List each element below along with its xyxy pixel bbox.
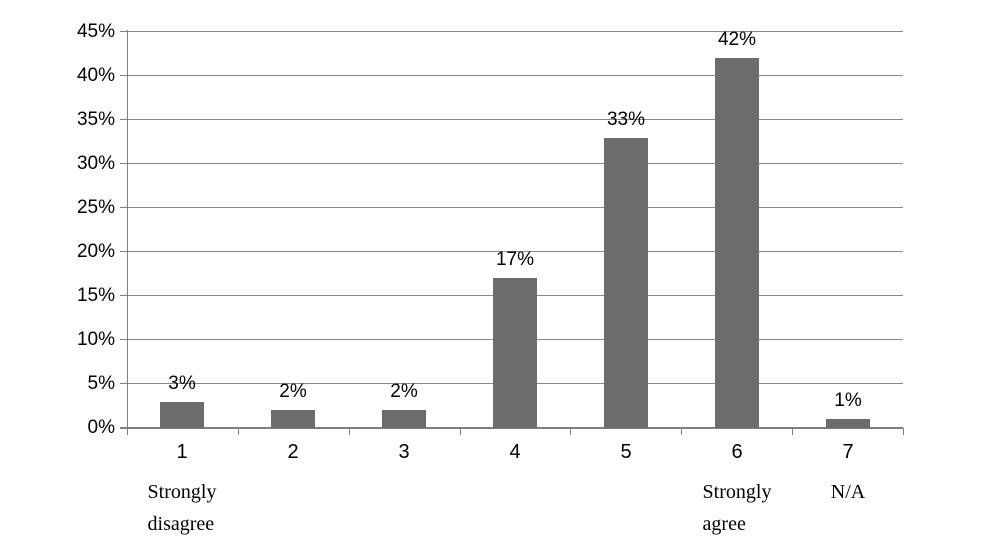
y-axis-tick bbox=[120, 163, 127, 164]
y-axis-tick-label: 5% bbox=[87, 373, 115, 394]
category-annotation: Strongly agree bbox=[702, 481, 772, 535]
y-axis-tick bbox=[120, 207, 127, 208]
x-category-label: 1 bbox=[176, 441, 188, 463]
x-category-label: 6 bbox=[731, 441, 743, 463]
y-axis-tick-label: 45% bbox=[76, 21, 115, 42]
x-category-label: 5 bbox=[620, 441, 632, 463]
y-axis-tick bbox=[120, 383, 127, 384]
x-category-label: 7 bbox=[842, 441, 854, 463]
x-category-label: 4 bbox=[509, 441, 521, 463]
bar-value-label: 1% bbox=[834, 390, 862, 411]
gridline bbox=[127, 119, 903, 120]
x-category-label: 2 bbox=[287, 441, 299, 463]
y-axis-tick-label: 15% bbox=[76, 285, 115, 306]
plot-area: 0% 5% 10% 15% 20% 25% 30% 35% 40% 45% 3% 1 2% 2 2% 3 17%… bbox=[77, 22, 904, 535]
y-axis-tick bbox=[120, 119, 127, 120]
x-axis-tick bbox=[127, 428, 128, 435]
bar bbox=[271, 410, 315, 428]
x-axis-tick bbox=[238, 428, 239, 435]
category-annotation: Strongly disagree bbox=[147, 481, 217, 535]
bar-value-label: 3% bbox=[168, 373, 196, 394]
bar-value-label: 33% bbox=[606, 109, 646, 130]
gridline bbox=[127, 75, 903, 76]
y-axis-tick bbox=[120, 339, 127, 340]
bar bbox=[715, 58, 759, 428]
bar-value-label: 17% bbox=[495, 249, 535, 270]
y-axis-tick bbox=[120, 31, 127, 32]
gridline bbox=[127, 163, 903, 164]
bar bbox=[160, 402, 204, 428]
bar bbox=[493, 278, 537, 428]
x-axis-tick bbox=[570, 428, 571, 435]
bar bbox=[826, 419, 870, 428]
bar-value-label: 42% bbox=[717, 29, 757, 50]
gridline bbox=[127, 251, 903, 252]
x-axis-tick bbox=[903, 428, 904, 435]
y-axis-tick bbox=[120, 251, 127, 252]
bar bbox=[382, 410, 426, 428]
y-axis-tick-label: 30% bbox=[76, 153, 115, 174]
y-axis-line bbox=[127, 30, 128, 428]
y-axis-tick-label: 40% bbox=[76, 65, 115, 86]
x-category-label: 3 bbox=[398, 441, 410, 463]
bar-value-label: 2% bbox=[279, 381, 307, 402]
bar-value-label: 2% bbox=[390, 381, 418, 402]
y-axis-tick-label: 0% bbox=[87, 417, 115, 438]
bar bbox=[604, 138, 648, 428]
y-axis-tick bbox=[120, 75, 127, 76]
x-axis-tick bbox=[460, 428, 461, 435]
y-axis-tick-label: 20% bbox=[76, 241, 115, 262]
x-axis-tick bbox=[349, 428, 350, 435]
y-axis-tick-label: 35% bbox=[76, 109, 115, 130]
y-axis-tick bbox=[120, 295, 127, 296]
y-axis-tick-label: 25% bbox=[76, 197, 115, 218]
x-axis-line bbox=[120, 427, 903, 429]
category-annotation: N/A bbox=[830, 481, 866, 503]
x-axis-tick bbox=[792, 428, 793, 435]
y-axis-tick-label: 10% bbox=[76, 329, 115, 350]
gridline bbox=[127, 207, 903, 208]
gridline bbox=[127, 31, 903, 32]
x-axis-tick bbox=[681, 428, 682, 435]
